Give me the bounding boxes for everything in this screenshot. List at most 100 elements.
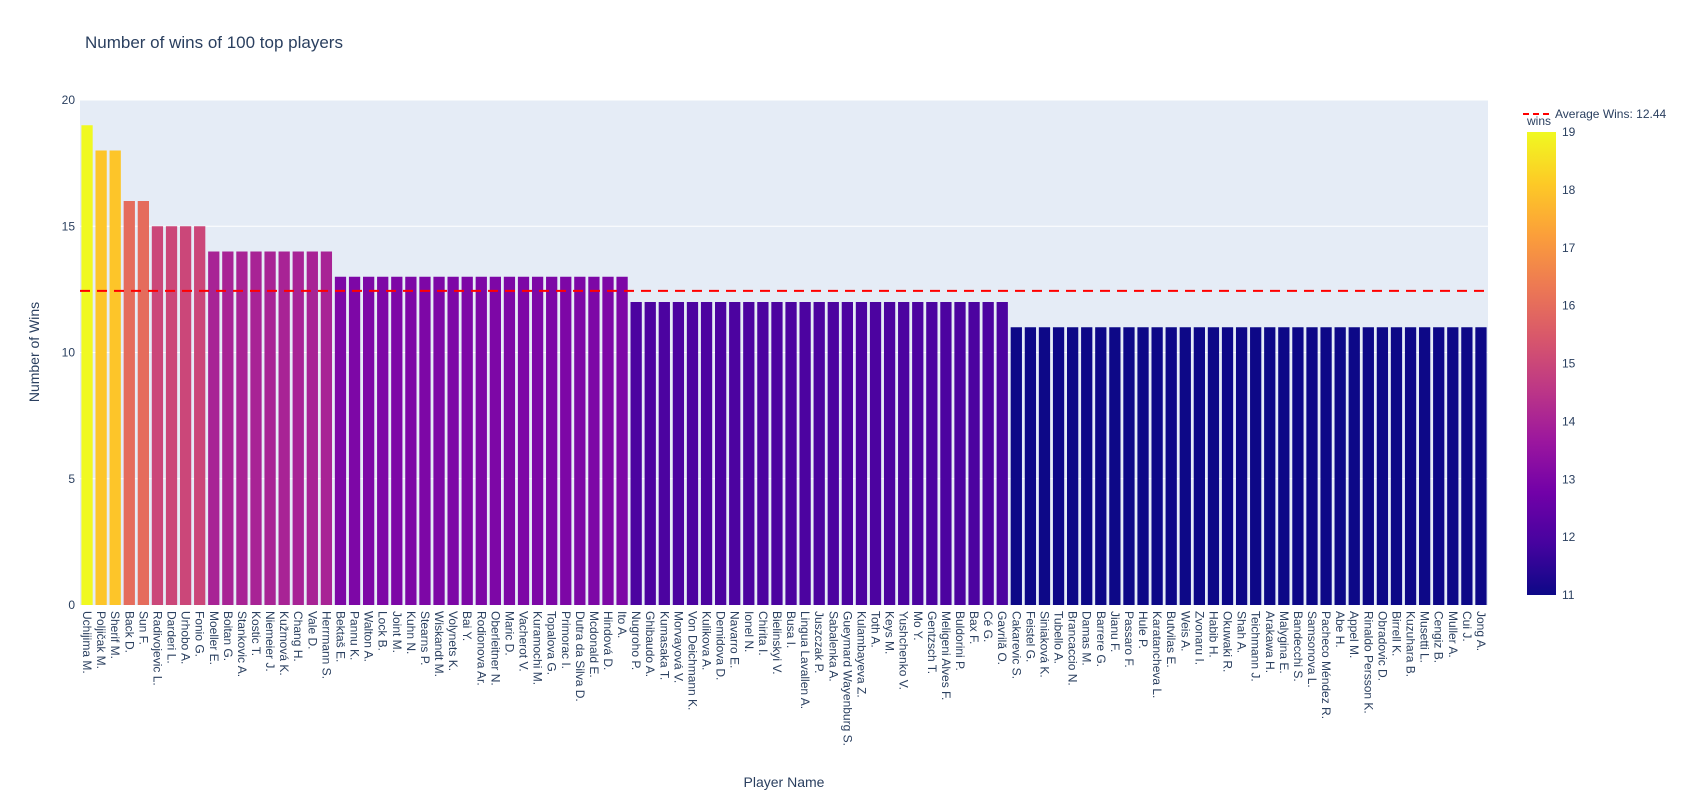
bar[interactable] [1137, 327, 1149, 605]
bar[interactable] [1306, 327, 1318, 605]
bar[interactable] [686, 302, 699, 605]
bar[interactable] [405, 276, 417, 605]
bar[interactable] [1461, 327, 1473, 605]
bar[interactable] [1179, 327, 1191, 605]
bar[interactable] [644, 302, 656, 605]
bar[interactable] [1264, 327, 1276, 605]
bar[interactable] [123, 201, 135, 605]
bar[interactable] [447, 276, 459, 605]
bar[interactable] [1334, 327, 1346, 605]
bar[interactable] [883, 302, 896, 605]
bar[interactable] [672, 302, 685, 605]
bar[interactable] [1292, 327, 1304, 605]
bar[interactable] [1320, 327, 1332, 605]
bar[interactable] [475, 276, 487, 605]
bar[interactable] [1278, 327, 1290, 605]
bar[interactable] [743, 302, 755, 605]
bar[interactable] [1235, 327, 1248, 605]
bar[interactable] [194, 226, 206, 605]
bar[interactable] [700, 302, 713, 605]
bar[interactable] [1207, 327, 1220, 605]
bar[interactable] [869, 302, 882, 605]
bar[interactable] [1348, 327, 1360, 605]
bar[interactable] [165, 226, 178, 605]
bar[interactable] [785, 302, 797, 605]
bar[interactable] [334, 276, 347, 605]
legend[interactable]: Average Wins: 12.44 [1523, 107, 1667, 121]
bar[interactable] [292, 251, 304, 606]
bar[interactable] [982, 302, 994, 605]
bar[interactable] [574, 276, 586, 605]
bar[interactable] [898, 302, 910, 605]
bar[interactable] [1010, 327, 1022, 605]
bar[interactable] [1362, 327, 1374, 605]
bar[interactable] [179, 226, 192, 605]
bar[interactable] [926, 302, 938, 605]
bar[interactable] [630, 302, 642, 605]
bar[interactable] [1067, 327, 1079, 605]
bar[interactable] [954, 302, 966, 605]
bar[interactable] [531, 276, 544, 605]
bar[interactable] [489, 276, 501, 605]
bar[interactable] [602, 276, 614, 605]
bar[interactable] [391, 276, 403, 605]
bar[interactable] [208, 251, 220, 606]
bar[interactable] [1475, 327, 1487, 605]
bar[interactable] [1123, 327, 1135, 605]
bar[interactable] [363, 276, 375, 605]
bar[interactable] [1376, 327, 1389, 605]
bar[interactable] [912, 302, 924, 605]
bar[interactable] [1024, 327, 1037, 605]
bar[interactable] [940, 302, 952, 605]
bar[interactable] [461, 276, 473, 605]
bar[interactable] [546, 276, 558, 605]
bar[interactable] [250, 251, 262, 606]
bar[interactable] [236, 251, 248, 606]
bar[interactable] [1404, 327, 1417, 605]
bar[interactable] [109, 150, 121, 606]
bar[interactable] [320, 251, 333, 606]
bar[interactable] [771, 302, 783, 605]
bar[interactable] [1165, 327, 1177, 605]
bar[interactable] [616, 276, 628, 605]
bar[interactable] [715, 302, 727, 605]
bar[interactable] [1447, 327, 1459, 605]
bar[interactable] [1250, 327, 1262, 605]
bar[interactable] [137, 201, 149, 605]
bar[interactable] [517, 276, 530, 605]
bar[interactable] [827, 302, 839, 605]
bar[interactable] [1193, 327, 1205, 605]
bar[interactable] [658, 302, 670, 605]
bar[interactable] [1109, 327, 1121, 605]
bar[interactable] [278, 251, 290, 606]
bar[interactable] [1151, 327, 1163, 605]
bar[interactable] [841, 302, 853, 605]
bar[interactable] [968, 302, 980, 605]
bar[interactable] [433, 276, 445, 605]
bar[interactable] [813, 302, 825, 605]
bar[interactable] [264, 251, 276, 606]
bar[interactable] [1419, 327, 1431, 605]
bar[interactable] [306, 251, 318, 606]
bar[interactable] [757, 302, 769, 605]
bars-group[interactable] [81, 125, 1487, 606]
bar[interactable] [560, 276, 572, 605]
bar[interactable] [1095, 327, 1107, 605]
bar[interactable] [151, 226, 164, 605]
bar[interactable] [377, 276, 389, 605]
bar[interactable] [1038, 327, 1051, 605]
bar[interactable] [855, 302, 868, 605]
bar[interactable] [503, 276, 516, 605]
bar[interactable] [588, 276, 600, 605]
bar[interactable] [222, 251, 234, 606]
bar[interactable] [1433, 327, 1445, 605]
bar[interactable] [1221, 327, 1234, 605]
bar[interactable] [95, 150, 107, 606]
bar[interactable] [799, 302, 811, 605]
bar[interactable] [1052, 327, 1065, 605]
bar[interactable] [81, 125, 93, 605]
bar[interactable] [1081, 327, 1093, 605]
bar[interactable] [729, 302, 741, 605]
bar[interactable] [996, 302, 1008, 605]
bar[interactable] [1390, 327, 1403, 605]
